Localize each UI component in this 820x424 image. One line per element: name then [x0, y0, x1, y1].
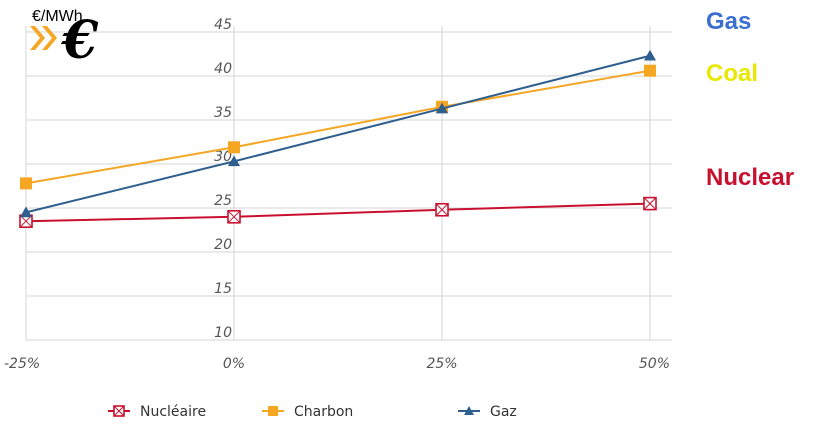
- y-tick-label: 15: [214, 281, 232, 297]
- marker-cross: [113, 405, 125, 417]
- grid: [25, 26, 672, 341]
- y-tick-label: 40: [214, 61, 232, 77]
- legend-marker: [268, 406, 278, 416]
- marker-cross: [643, 197, 657, 210]
- data-point: [228, 155, 240, 167]
- euro-logo: €: [26, 10, 126, 75]
- y-tick-label: 20: [214, 237, 232, 253]
- side-label-gas: Gas: [706, 8, 752, 35]
- y-axis-unit-label: €/MWh: [32, 8, 83, 25]
- data-point: [436, 102, 448, 114]
- data-point: [644, 64, 656, 77]
- legend-label: Nucléaire: [140, 404, 206, 420]
- series-line-2: [25, 54, 651, 214]
- data-point: [227, 210, 241, 224]
- x-tick-label: 25%: [426, 356, 457, 372]
- y-tick-label: 35: [214, 105, 232, 121]
- euro-logo-symbol: €: [60, 10, 99, 70]
- x-tick-labels: -25% 0% 25% 50%: [4, 356, 670, 372]
- series-line-1: [25, 69, 651, 185]
- legend-marker: [113, 405, 125, 417]
- y-tick-label: 10: [214, 325, 232, 341]
- series-line-0: [25, 202, 651, 223]
- y-tick-label: 45: [214, 17, 232, 33]
- y-tick-labels: 10 15 20 25 30 35 40 45: [214, 17, 232, 341]
- marker-cross: [227, 210, 241, 224]
- side-label-coal: Coal: [706, 60, 759, 87]
- marker-cross: [435, 203, 449, 217]
- data-point: [644, 49, 656, 61]
- legend-label: Gaz: [490, 404, 517, 420]
- legend: Nucléaire Charbon Gaz: [108, 404, 517, 420]
- x-tick-label: -25%: [4, 356, 40, 372]
- legend-marker: [464, 406, 474, 415]
- legend-label: Charbon: [294, 404, 353, 420]
- side-label-nuclear: Nuclear: [706, 164, 795, 191]
- y-tick-label: 30: [214, 149, 232, 165]
- data-point: [20, 177, 32, 190]
- series-lines: [19, 49, 657, 228]
- x-tick-label: 50%: [639, 356, 670, 372]
- y-tick-label: 25: [214, 193, 232, 209]
- x-tick-label: 0%: [223, 356, 245, 372]
- data-point: [435, 202, 449, 217]
- data-point: [228, 141, 240, 154]
- data-point: [20, 206, 32, 218]
- data-point: [643, 196, 657, 211]
